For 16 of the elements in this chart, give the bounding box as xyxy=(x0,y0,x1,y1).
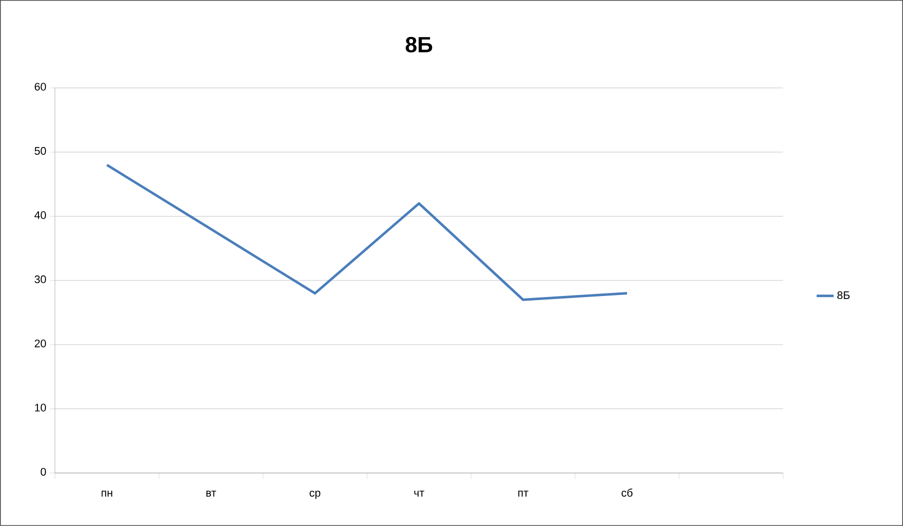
x-tick-label: пт xyxy=(518,490,528,497)
y-tick-label: 40 xyxy=(34,211,46,220)
x-tick-label: ср xyxy=(310,490,320,499)
line-series xyxy=(106,164,628,302)
y-tick-label: 50 xyxy=(34,147,46,155)
x-tick-label: вт xyxy=(206,490,216,497)
x-tick-label: пн xyxy=(102,490,112,497)
y-tick-label: 20 xyxy=(34,340,46,348)
y-tick-label: 10 xyxy=(35,404,46,412)
x-tick-label: сб xyxy=(622,488,632,497)
y-tick-label: 0 xyxy=(40,468,46,476)
x-tick-label: чт xyxy=(414,490,424,497)
y-tick-label: 30 xyxy=(34,275,46,284)
legend-label: 8Б xyxy=(837,291,850,300)
y-tick-label: 60 xyxy=(34,82,46,91)
chart-title: 8Б xyxy=(406,36,432,52)
